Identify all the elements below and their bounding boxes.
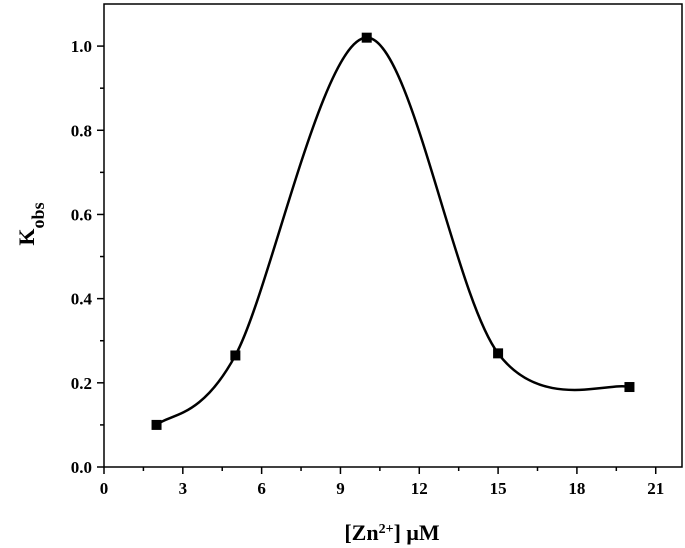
- data-point: [624, 382, 635, 393]
- y-tick-label: 0.4: [71, 290, 93, 309]
- series-line: [155, 36, 630, 426]
- y-tick-label: 0.6: [71, 205, 92, 224]
- y-axis-title-sub: obs: [28, 202, 48, 228]
- y-axis-title-main: K: [14, 228, 39, 245]
- y-tick-label: 1.0: [71, 37, 92, 56]
- axes: [103, 3, 683, 468]
- x-tick-label: 15: [490, 479, 507, 498]
- x-tick-label: 0: [100, 479, 109, 498]
- x-axis-title-prefix: [Zn: [344, 520, 378, 545]
- x-axis-title: [Zn2+] μM: [344, 520, 440, 545]
- y-axis-title: Kobs: [14, 202, 48, 245]
- tick-labels: 0 3 6 9 12 15 18 21 0.0 0.2 0.4 0.6 0.8 1.0: [71, 37, 664, 498]
- x-axis-title-sup: 2+: [379, 522, 394, 537]
- x-tick-label: 6: [257, 479, 266, 498]
- y-tick-label: 0.0: [71, 458, 92, 477]
- data-point: [151, 419, 162, 430]
- data-point: [361, 32, 372, 43]
- x-tick-label: 3: [179, 479, 188, 498]
- x-axis-title-suffix: ] μM: [394, 520, 440, 545]
- markers: [151, 32, 635, 430]
- y-tick-label: 0.2: [71, 374, 92, 393]
- x-tick-label: 12: [411, 479, 428, 498]
- plot-frame: [103, 3, 683, 468]
- data-point: [230, 350, 241, 361]
- x-tick-label: 18: [568, 479, 585, 498]
- x-tick-label: 9: [336, 479, 345, 498]
- x-tick-label: 21: [647, 479, 664, 498]
- y-tick-label: 0.8: [71, 121, 92, 140]
- curve-layer: [155, 36, 630, 426]
- data-point: [493, 348, 504, 359]
- ticks: [97, 45, 657, 474]
